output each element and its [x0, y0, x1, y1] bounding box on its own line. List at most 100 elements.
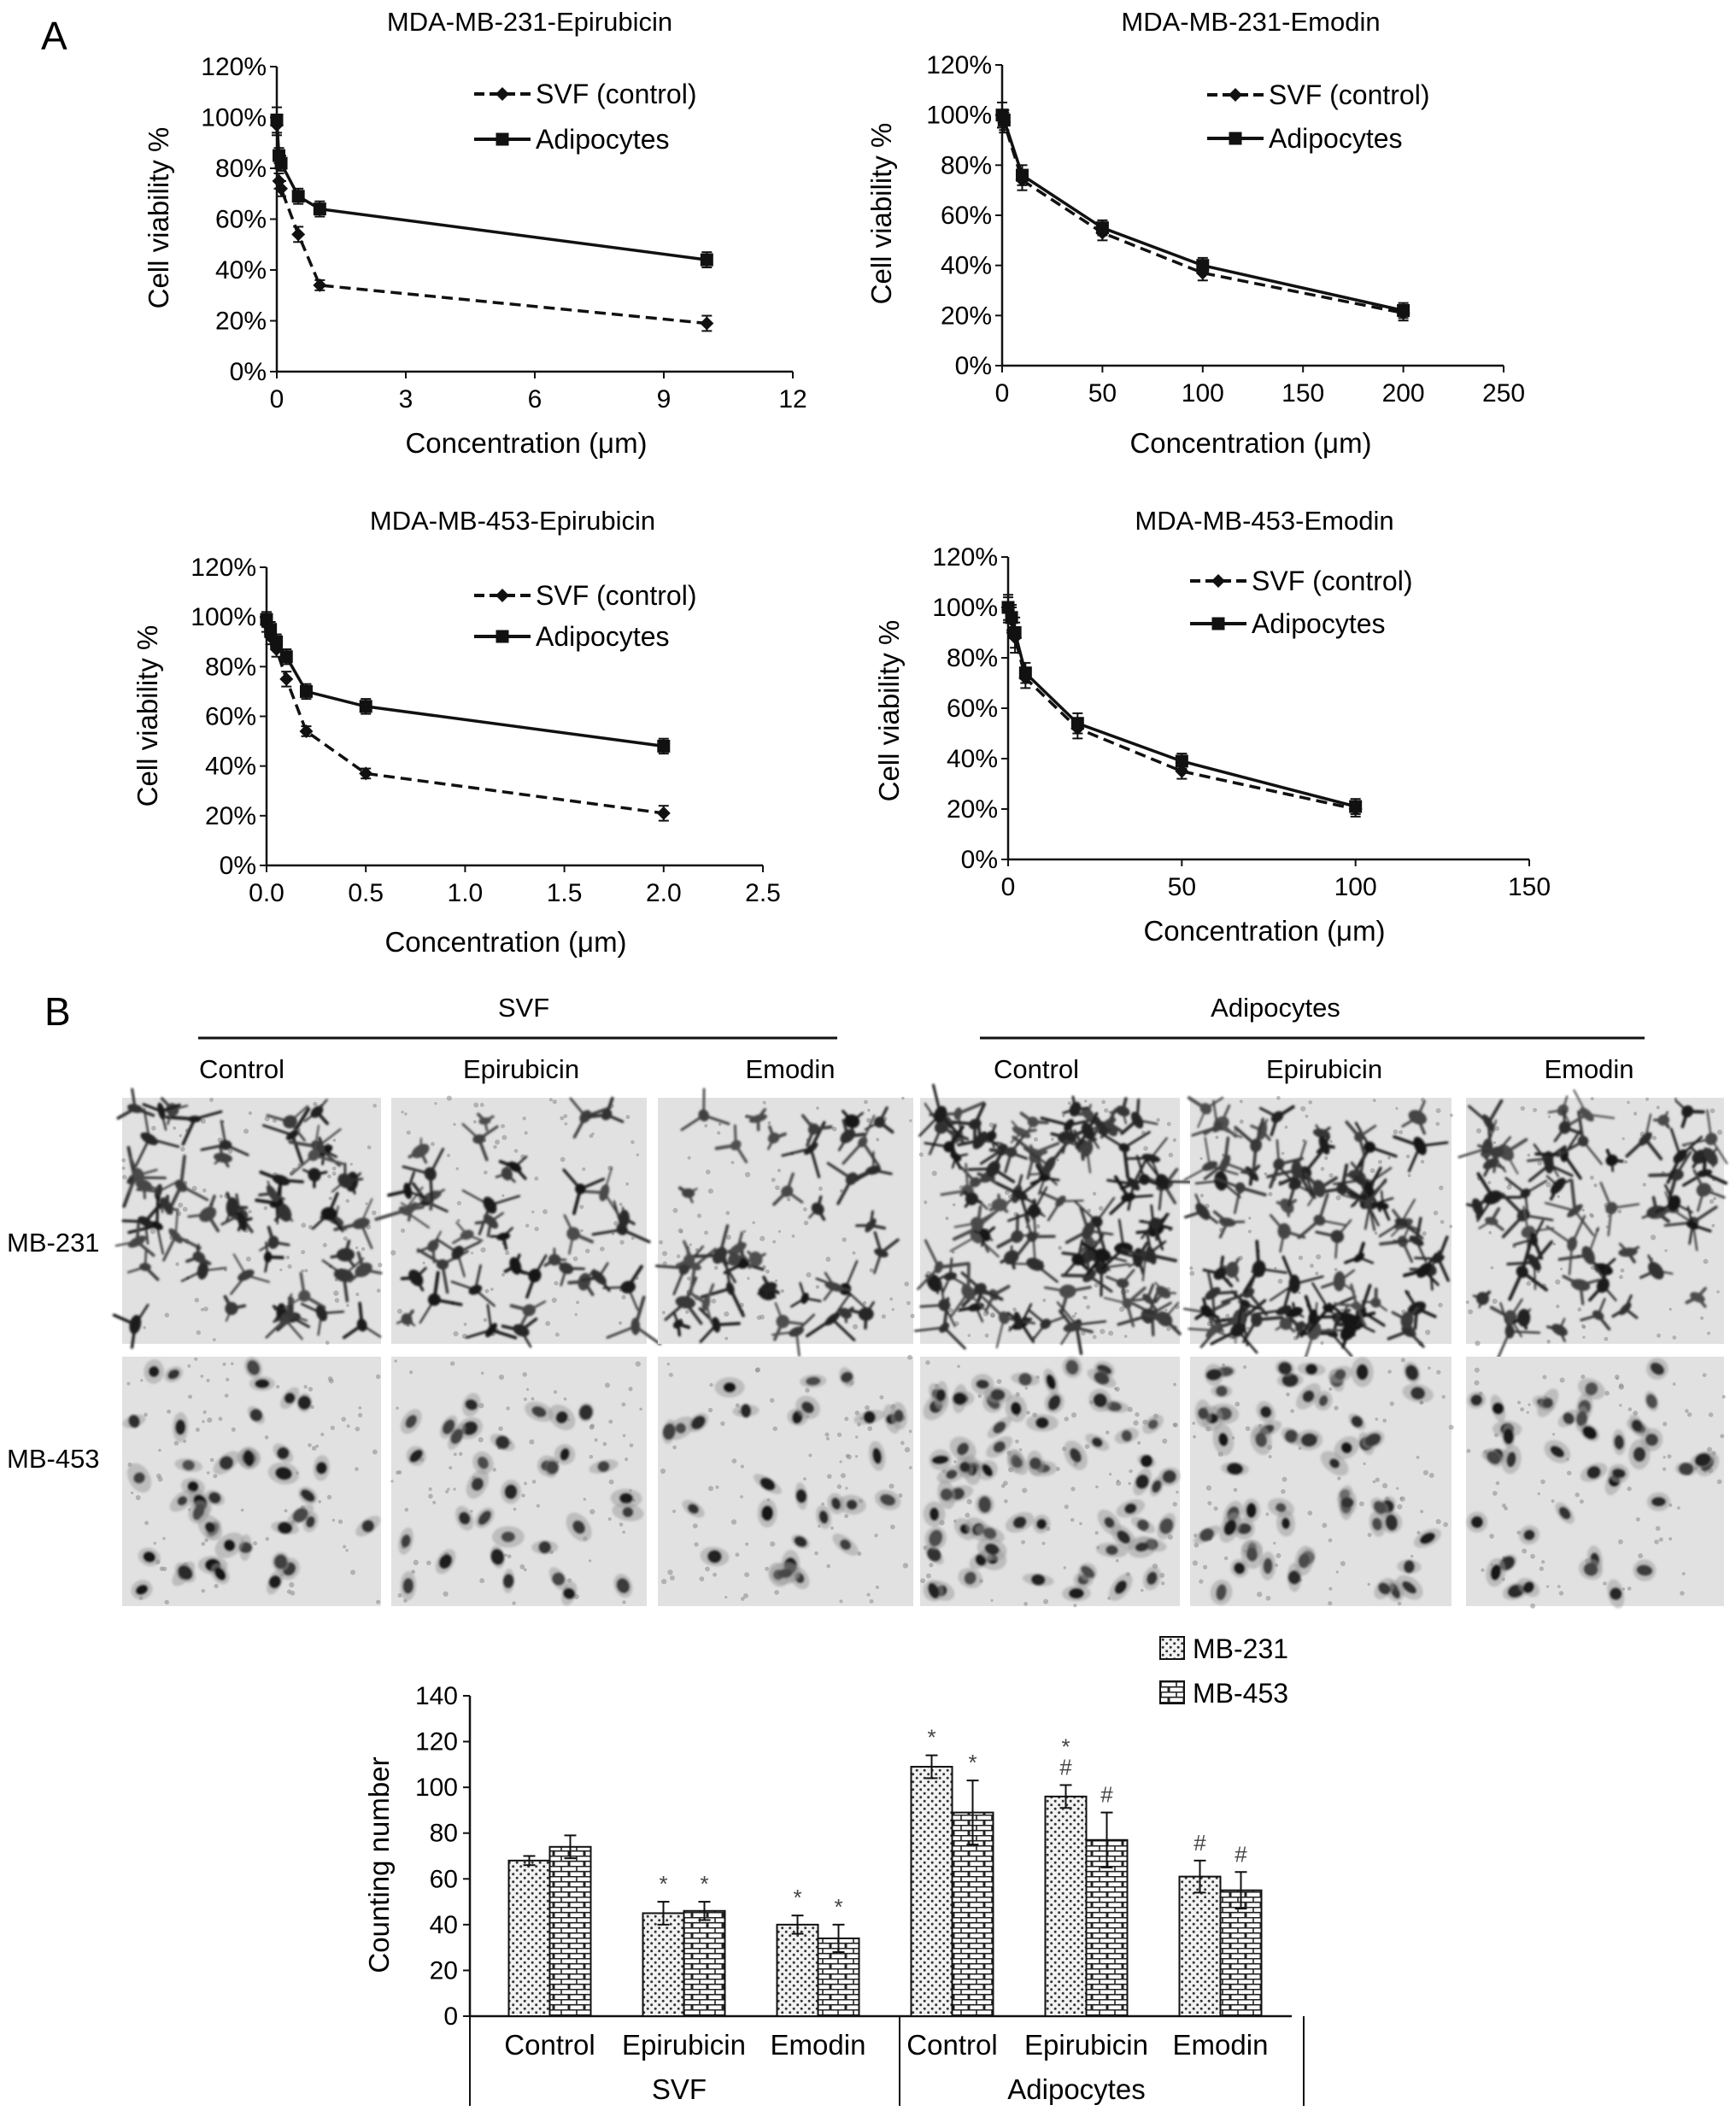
micrograph-image — [1190, 1357, 1454, 1606]
chart-mdamb453-emodin: MDA-MB-453-Emodin 0% 20% 40% 60% 80% 100% 120% 0… — [873, 506, 1551, 947]
y-tick-label: 40% — [941, 252, 992, 280]
legend-label: SVF (control) — [536, 79, 696, 109]
chart-title: MDA-MB-453-Epirubicin — [370, 506, 655, 536]
legend-label: Adipocytes — [536, 621, 670, 652]
data-point — [291, 227, 306, 242]
legend-label: SVF (control) — [536, 580, 696, 611]
series-line — [275, 125, 707, 325]
significance-mark: # — [1194, 1830, 1206, 1856]
micrograph-image — [914, 1083, 1192, 1356]
x-tick-label: 9 — [657, 385, 672, 413]
bar-mb231 — [1044, 1795, 1088, 2018]
data-point — [700, 253, 713, 267]
legend-marker — [1211, 574, 1225, 588]
bar-mb231 — [776, 1923, 819, 2018]
x-tick-label: 250 — [1482, 379, 1525, 408]
bar-mb453 — [951, 1811, 994, 2018]
data-point — [264, 623, 278, 636]
series-adipocytes — [995, 102, 1410, 320]
x-tick-label: 100 — [1182, 379, 1224, 408]
y-tick-label: 100% — [932, 594, 998, 622]
x-tick-label: 200 — [1382, 379, 1425, 408]
micrograph-image — [1182, 1095, 1453, 1359]
legend-swatch — [1159, 1680, 1185, 1704]
x-tick-label: 2.0 — [646, 879, 682, 907]
significance-mark: * — [700, 1871, 708, 1897]
data-point — [274, 156, 288, 170]
y-tick-label: 80% — [215, 155, 267, 183]
legend: MB-231 MB-453 — [1159, 1633, 1288, 1709]
chart-mdamb231-emodin: MDA-MB-231-Emodin 0% 20% 40% 60% 80% 100% 120% 0… — [865, 7, 1525, 459]
chart-title: MDA-MB-231-Epirubicin — [387, 7, 672, 37]
x-tick-label: 0 — [1001, 873, 1016, 901]
y-tick-label: 100% — [201, 104, 267, 132]
legend-marker — [1211, 617, 1225, 630]
data-point — [279, 671, 294, 686]
legend-label: MB-453 — [1193, 1678, 1288, 1709]
data-point — [997, 114, 1011, 127]
y-tick-label: 0 — [443, 2003, 458, 2031]
bar-mb231 — [642, 1912, 685, 2018]
data-point — [1175, 764, 1189, 778]
micrograph-image — [654, 1088, 915, 1357]
x-tick-label: 0 — [995, 379, 1010, 408]
column-label-svf-emodin: Emodin — [745, 1054, 835, 1084]
x-tick-label: 1.5 — [547, 879, 583, 907]
legend-marker — [1229, 132, 1242, 145]
x-tick-label: 150 — [1508, 873, 1551, 901]
micrograph-image — [658, 1354, 913, 1606]
category-label: Epirubicin — [1024, 2029, 1148, 2061]
y-tick-label: 120% — [926, 51, 992, 79]
y-tick-label: 0% — [230, 358, 267, 386]
micrograph-image — [374, 1095, 662, 1348]
legend-marker — [1229, 88, 1242, 102]
row-label-mb231: MB-231 — [7, 1228, 100, 1258]
x-axis-label: Concentration (μm) — [405, 427, 647, 459]
significance-mark: # — [1059, 1754, 1072, 1780]
chart-title: MDA-MB-231-Emodin — [1121, 7, 1380, 37]
x-tick-label: 12 — [778, 385, 806, 413]
chart-mdamb231-epirubicin: MDA-MB-231-Epirubicin 0% 20% 40% 60% 80% 100% 1… — [143, 7, 807, 459]
y-axis-label: Counting number — [363, 1756, 395, 1973]
significance-mark: # — [1100, 1782, 1113, 1808]
category-label: Control — [504, 2029, 595, 2061]
x-tick-label: 50 — [1088, 379, 1117, 408]
y-tick-label: 120% — [191, 554, 256, 582]
y-axis-label: Cell viability % — [873, 620, 905, 802]
y-tick-label: 40% — [205, 753, 256, 781]
y-tick-label: 100 — [415, 1774, 458, 1802]
x-tick-label: 2.5 — [745, 879, 781, 907]
x-tick-label: 0.0 — [249, 879, 284, 907]
legend: SVF (control) Adipocytes — [1207, 79, 1429, 154]
data-point — [700, 316, 714, 331]
significance-mark: # — [1235, 1841, 1247, 1867]
legend-label: MB-231 — [1193, 1633, 1288, 1664]
legend-label: SVF (control) — [1252, 566, 1412, 596]
data-point — [657, 739, 671, 753]
panel-label-a: A — [41, 14, 67, 58]
micrograph-image — [390, 1357, 647, 1606]
y-tick-label: 60 — [430, 1865, 458, 1893]
y-tick-label: 120% — [201, 53, 267, 81]
x-tick-label: 100 — [1334, 873, 1377, 901]
category-label: Emodin — [771, 2029, 866, 2061]
legend-label: Adipocytes — [1252, 608, 1386, 639]
group-label: SVF — [652, 2073, 707, 2105]
y-tick-label: 20 — [430, 1956, 458, 1985]
data-point — [1175, 754, 1188, 768]
legend-label: Adipocytes — [536, 124, 670, 155]
row-label-mb453: MB-453 — [7, 1444, 100, 1474]
column-label-svf-epirubicin: Epirubicin — [463, 1054, 579, 1084]
micrograph-image — [1466, 1357, 1726, 1609]
legend-marker — [496, 630, 509, 643]
y-axis-label: Cell viability % — [132, 625, 163, 807]
chart-mdamb453-epirubicin: MDA-MB-453-Epirubicin 0% 20% 40% 60% 80% 100% 1… — [132, 506, 781, 958]
y-tick-label: 120 — [415, 1728, 458, 1756]
series-adipocytes — [270, 106, 713, 269]
column-label-svf-control: Control — [199, 1054, 284, 1084]
group-label-svf: SVF — [498, 993, 549, 1023]
data-point — [1008, 626, 1022, 639]
chart-title: MDA-MB-453-Emodin — [1135, 506, 1393, 536]
micrograph-image — [920, 1356, 1181, 1608]
